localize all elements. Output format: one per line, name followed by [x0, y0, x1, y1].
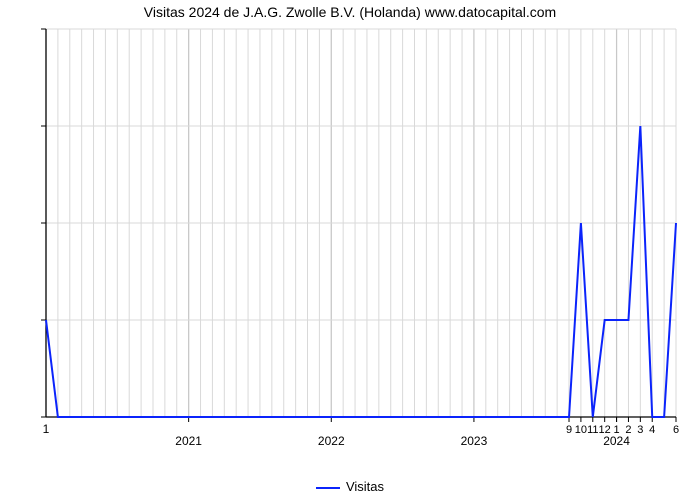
svg-text:4: 4: [649, 424, 655, 436]
svg-text:2024: 2024: [603, 434, 630, 445]
svg-text:2023: 2023: [461, 434, 488, 445]
svg-text:1: 1: [43, 422, 50, 436]
legend-label: Visitas: [346, 479, 384, 494]
svg-text:3: 3: [637, 424, 643, 436]
plot-area: 0123419101112123462021202220232024: [40, 25, 680, 445]
legend: Visitas: [0, 479, 700, 494]
svg-text:11: 11: [587, 424, 598, 436]
svg-text:2021: 2021: [175, 434, 202, 445]
svg-text:2022: 2022: [318, 434, 345, 445]
svg-text:6: 6: [673, 424, 679, 436]
chart-title: Visitas 2024 de J.A.G. Zwolle B.V. (Hola…: [0, 4, 700, 20]
chart-container: Visitas 2024 de J.A.G. Zwolle B.V. (Hola…: [0, 0, 700, 500]
legend-swatch: [316, 487, 340, 489]
chart-svg: 0123419101112123462021202220232024: [40, 25, 680, 445]
svg-text:10: 10: [575, 424, 587, 436]
svg-text:9: 9: [566, 424, 572, 436]
